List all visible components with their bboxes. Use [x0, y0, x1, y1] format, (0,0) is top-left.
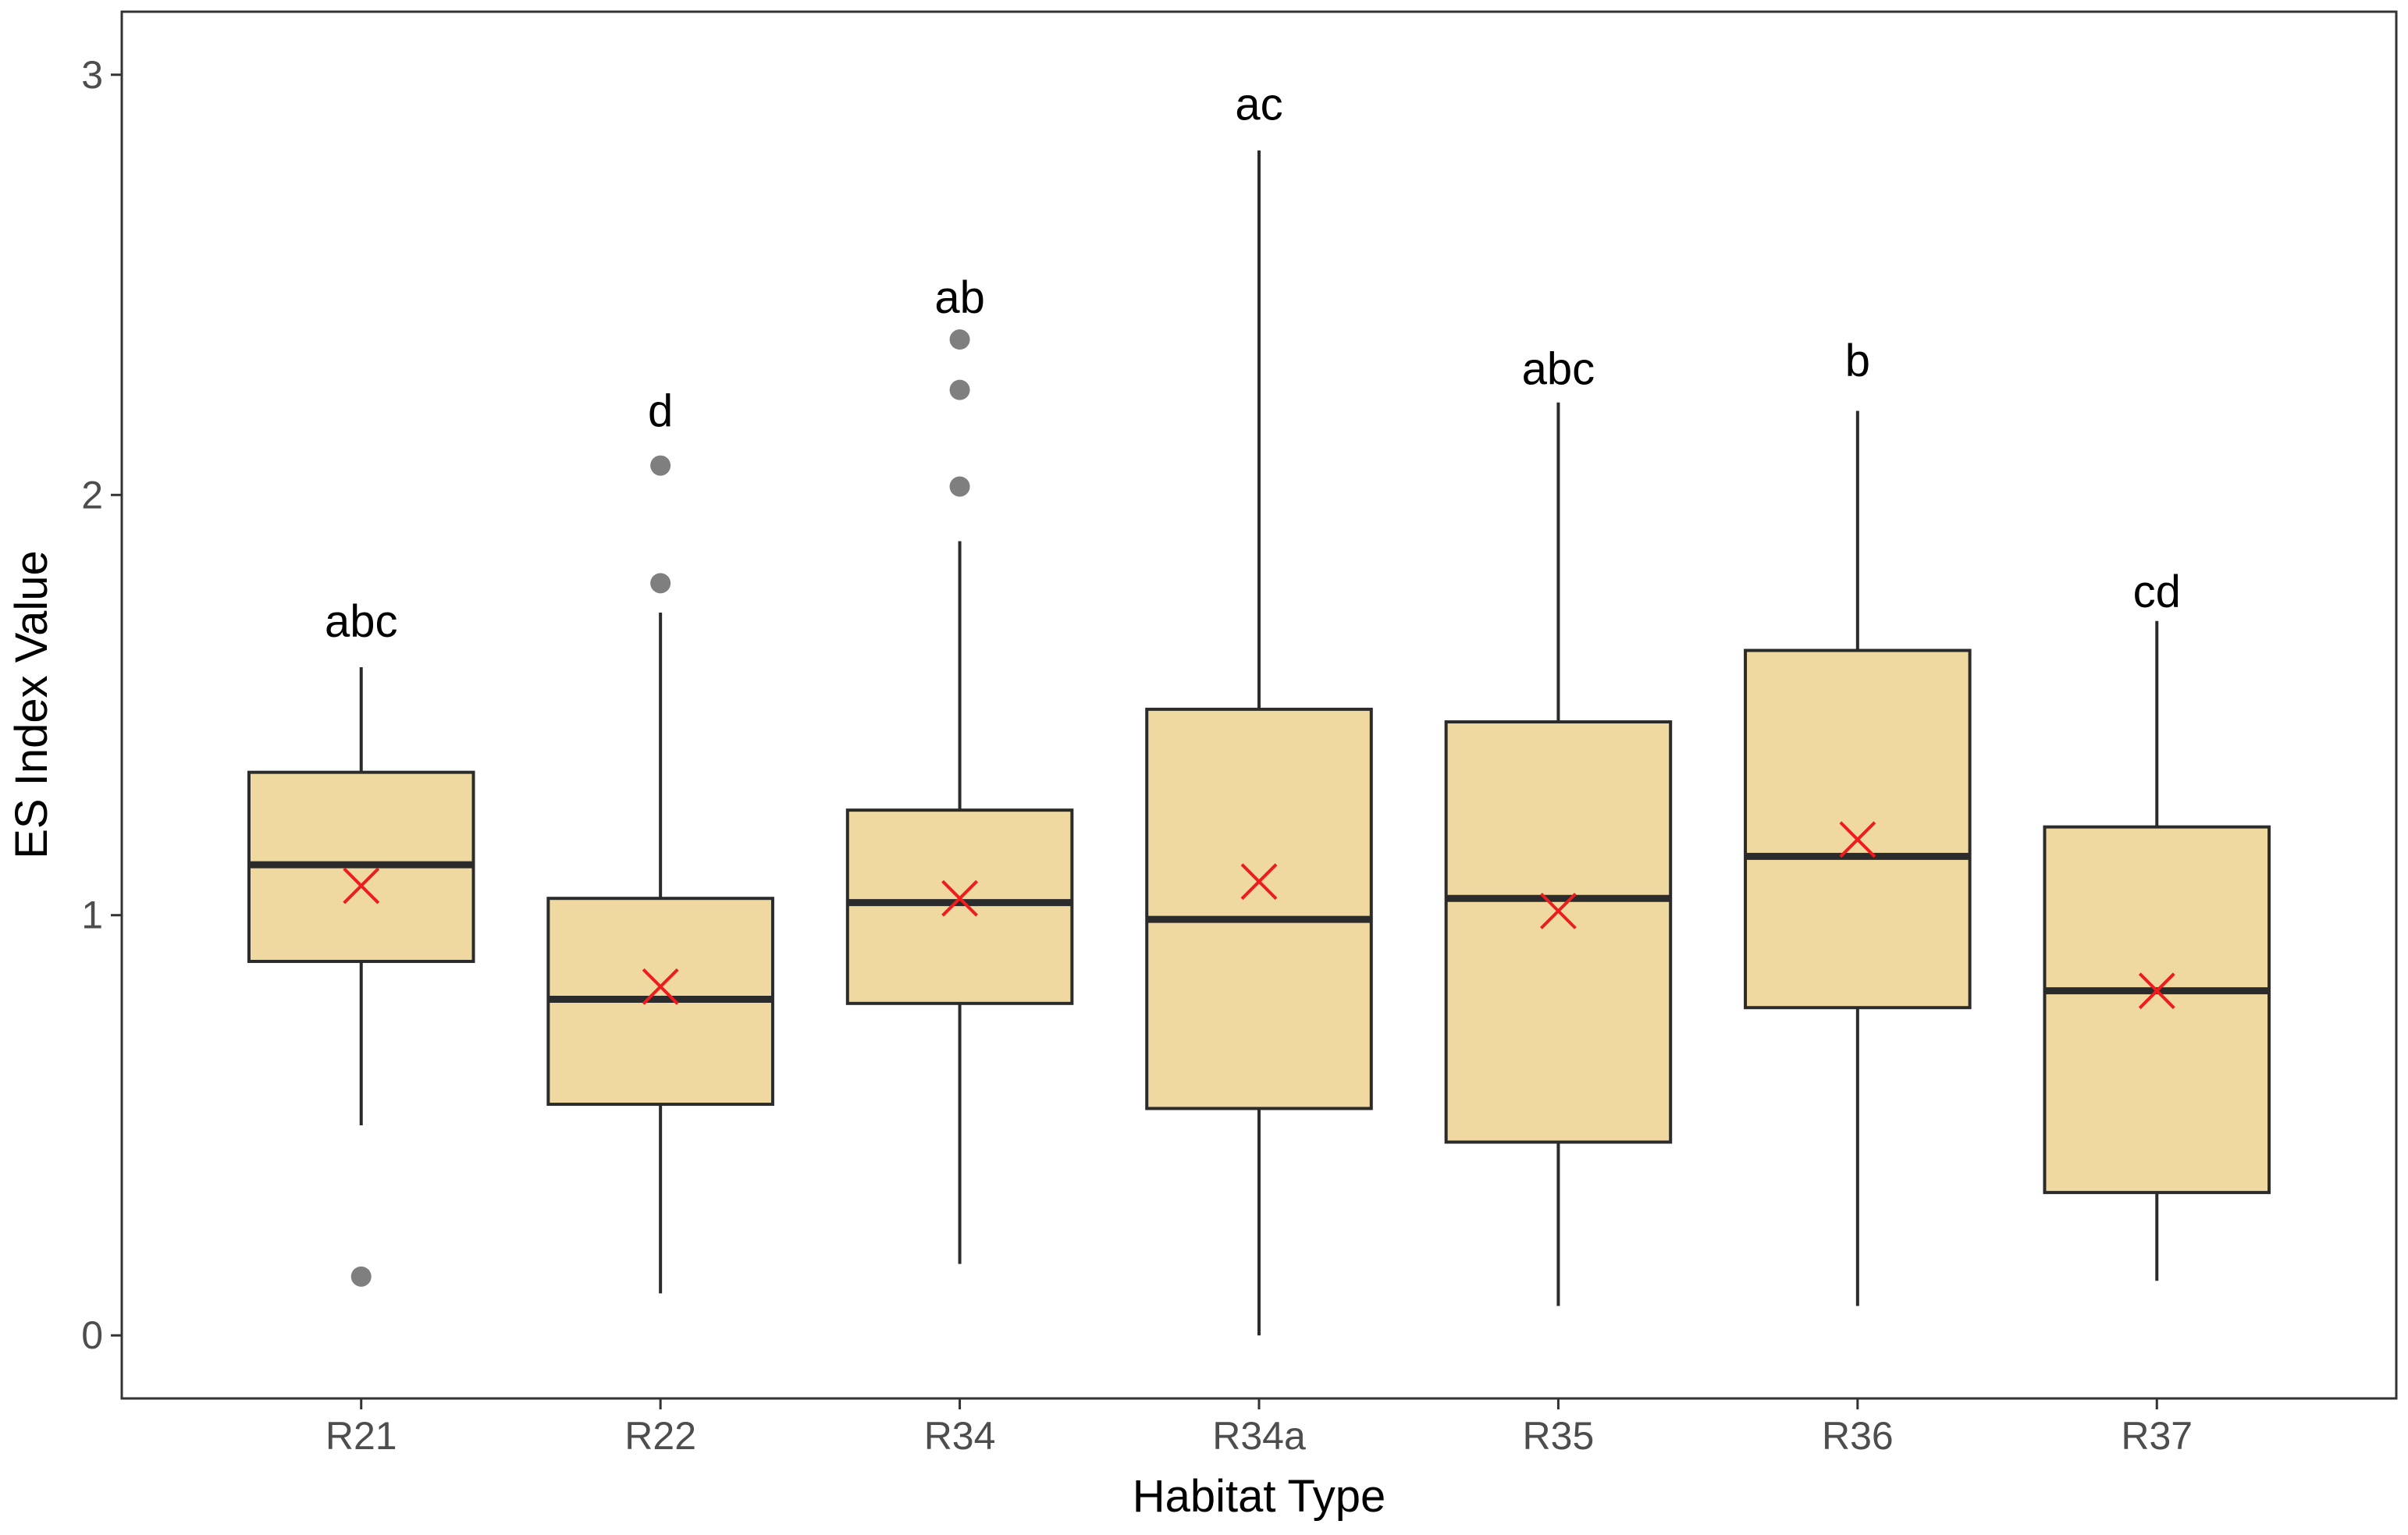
y-tick-label: 0 — [81, 1313, 103, 1357]
outlier-point — [949, 329, 970, 350]
x-tick-label: R35 — [1523, 1414, 1595, 1458]
x-axis: R21 R22 R34 R34a R35 R36 R37 — [325, 1398, 2193, 1458]
box-group-r35: abc — [1444, 344, 1673, 1306]
box-iqr — [2043, 825, 2271, 1195]
x-tick-label: R22 — [624, 1414, 696, 1458]
box-iqr — [1744, 648, 1972, 1010]
y-tick-label: 1 — [81, 894, 103, 937]
significance-letter: cd — [2133, 567, 2181, 617]
x-tick-label: R34a — [1212, 1414, 1306, 1458]
significance-letter: abc — [325, 596, 398, 647]
mean-marker — [1240, 863, 1278, 901]
mean-marker — [343, 867, 380, 904]
box-group-r22: d — [546, 386, 774, 1294]
outlier-point — [949, 476, 970, 497]
y-tick-label: 2 — [81, 473, 103, 517]
mean-marker — [1540, 892, 1577, 929]
significance-letter: abc — [1522, 344, 1595, 395]
mean-marker — [642, 968, 679, 1005]
significance-letter: d — [648, 386, 673, 437]
significance-letter: ab — [934, 272, 985, 323]
outlier-point — [650, 573, 671, 594]
box-iqr — [845, 808, 1074, 1005]
box-group-r34: ab — [845, 272, 1074, 1264]
outlier-point — [650, 455, 671, 476]
significance-letter: ac — [1235, 79, 1282, 130]
box-group-r36: b — [1744, 336, 1972, 1306]
box-layer: abc d ab ac abc b cd — [247, 79, 2271, 1336]
x-tick-label: R21 — [325, 1414, 397, 1458]
y-axis-title: ES Index Value — [6, 550, 57, 859]
mean-marker — [941, 879, 978, 917]
y-axis: 0 1 2 3 — [81, 53, 122, 1357]
y-tick-label: 3 — [81, 53, 103, 97]
x-tick-label: R36 — [1822, 1414, 1894, 1458]
x-axis-title: Habitat Type — [1133, 1471, 1386, 1522]
mean-marker — [1839, 821, 1876, 858]
box-group-r21: abc — [247, 596, 475, 1287]
box-group-r34a: ac — [1145, 79, 1373, 1336]
x-tick-label: R34 — [924, 1414, 996, 1458]
outlier-point — [949, 379, 970, 400]
x-tick-label: R37 — [2121, 1414, 2193, 1458]
mean-marker — [2138, 972, 2175, 1010]
box-iqr — [1145, 707, 1373, 1110]
outlier-point — [350, 1266, 372, 1287]
box-group-r37: cd — [2043, 567, 2271, 1281]
significance-letter: b — [1845, 336, 1870, 386]
box-iqr — [1444, 720, 1673, 1144]
